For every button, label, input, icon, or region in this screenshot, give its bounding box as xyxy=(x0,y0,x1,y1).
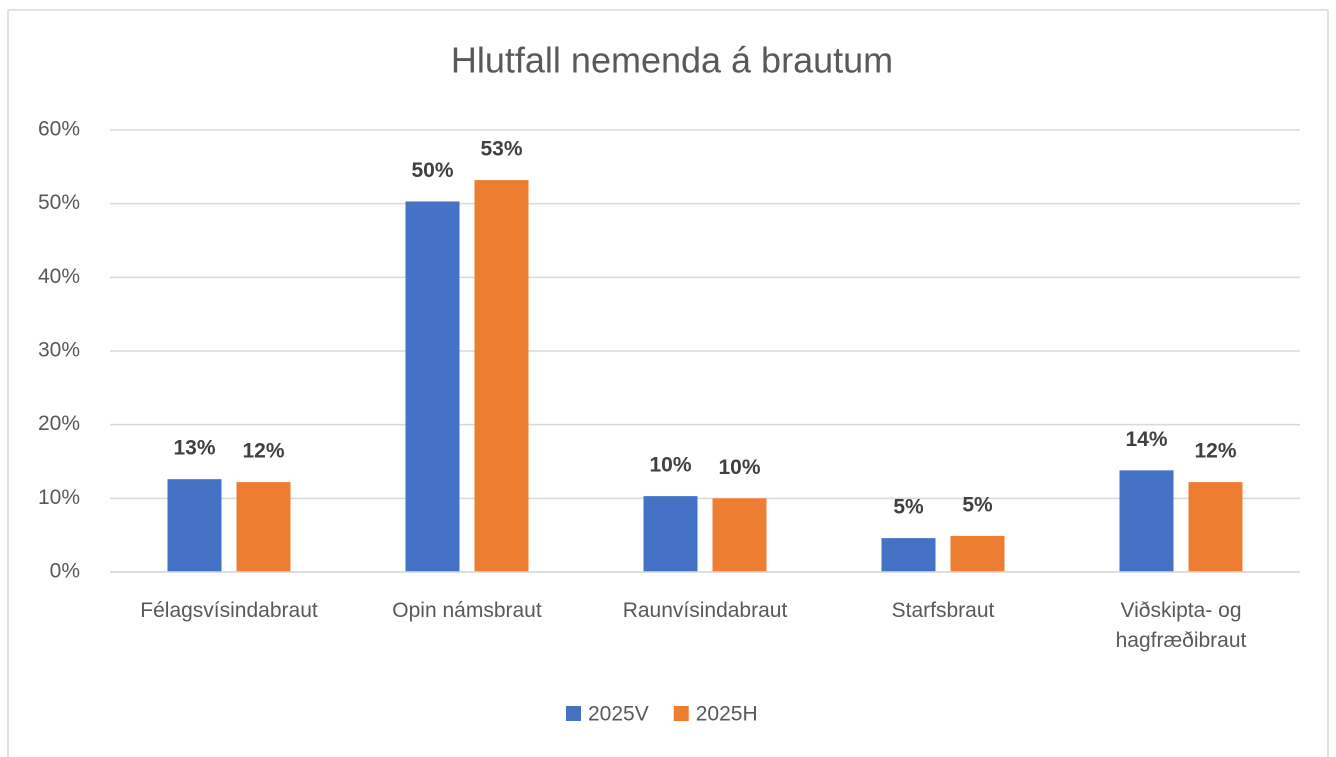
value-label: 14% xyxy=(1125,428,1167,451)
y-tick-label: 40% xyxy=(38,265,80,288)
chart-title: Hlutfall nemenda á brautum xyxy=(451,40,893,81)
value-label: 53% xyxy=(480,138,522,161)
legend-swatch xyxy=(566,706,581,721)
bar xyxy=(643,496,698,572)
value-label: 50% xyxy=(411,159,453,182)
x-tick-label: Raunvísindabraut xyxy=(622,599,788,622)
y-tick-label: 20% xyxy=(38,412,80,435)
x-tick-label: Opin námsbraut xyxy=(392,599,542,622)
bar xyxy=(1188,482,1243,572)
legend-label: 2025V xyxy=(588,703,649,726)
x-tick-label: Félagsvísindabraut xyxy=(140,599,318,622)
bar xyxy=(712,498,767,572)
y-tick-label: 10% xyxy=(38,486,80,509)
y-tick-label: 0% xyxy=(50,560,80,583)
value-label: 5% xyxy=(893,496,924,519)
value-label: 10% xyxy=(718,456,760,479)
value-label: 12% xyxy=(242,440,284,463)
value-label: 5% xyxy=(962,493,993,516)
bar xyxy=(236,482,291,572)
bar xyxy=(405,201,460,572)
value-label: 10% xyxy=(649,454,691,477)
x-tick-label: Viðskipta- og hagfræðibraut xyxy=(1115,599,1247,652)
bar xyxy=(167,479,222,572)
value-label: 12% xyxy=(1194,440,1236,463)
value-label: 13% xyxy=(173,437,215,460)
y-tick-label: 60% xyxy=(38,118,80,141)
bar xyxy=(1119,470,1174,572)
y-tick-label: 50% xyxy=(38,191,80,214)
bar xyxy=(474,180,529,573)
bar xyxy=(950,535,1005,572)
chart-frame xyxy=(7,9,1329,757)
legend-swatch xyxy=(673,706,689,721)
x-tick-label: Starfsbraut xyxy=(891,599,995,622)
legend-label: 2025H xyxy=(696,703,758,726)
bar xyxy=(881,538,936,572)
y-tick-label: 30% xyxy=(38,339,80,362)
